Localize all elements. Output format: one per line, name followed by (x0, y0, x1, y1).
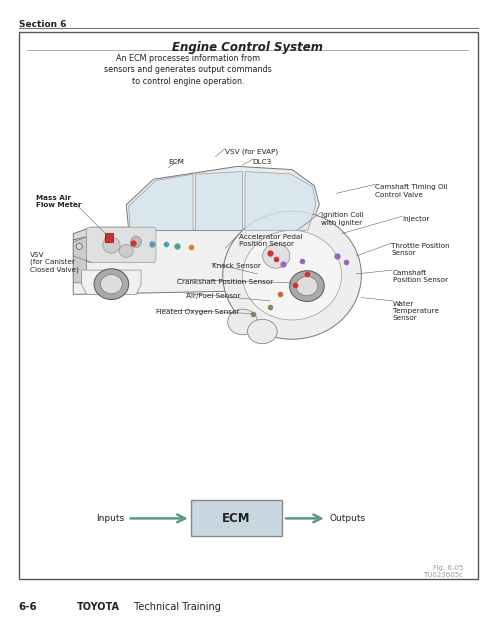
Text: ECM: ECM (168, 159, 184, 164)
Text: Crankshaft Position Sensor: Crankshaft Position Sensor (177, 279, 273, 285)
Polygon shape (73, 230, 337, 294)
Text: Camshaft
Position Sensor: Camshaft Position Sensor (393, 270, 447, 284)
Polygon shape (245, 172, 316, 230)
Ellipse shape (263, 244, 290, 268)
Polygon shape (129, 174, 193, 230)
Ellipse shape (223, 211, 361, 339)
Text: Section 6: Section 6 (19, 20, 66, 29)
FancyBboxPatch shape (191, 500, 282, 536)
Text: Mass Air
Flow Meter: Mass Air Flow Meter (36, 195, 81, 209)
Text: DLC3: DLC3 (252, 159, 272, 164)
Ellipse shape (228, 309, 257, 335)
Text: Accelerator Pedal
Position Sensor: Accelerator Pedal Position Sensor (239, 234, 302, 248)
Polygon shape (73, 227, 130, 240)
Polygon shape (82, 270, 141, 294)
Polygon shape (196, 172, 243, 230)
Polygon shape (277, 272, 337, 294)
Text: 6-6: 6-6 (19, 602, 38, 612)
Text: Inputs: Inputs (97, 514, 125, 523)
Ellipse shape (131, 236, 142, 248)
Ellipse shape (243, 230, 342, 320)
Text: Air/Fuel Sensor: Air/Fuel Sensor (186, 293, 240, 299)
Text: VSV
(for Canister
Closed Valve): VSV (for Canister Closed Valve) (30, 252, 79, 273)
Text: Engine Control System: Engine Control System (172, 41, 323, 54)
Text: Outputs: Outputs (329, 514, 365, 523)
FancyBboxPatch shape (87, 227, 156, 262)
Text: Heated Oxygen Sensor: Heated Oxygen Sensor (156, 309, 239, 315)
Ellipse shape (248, 319, 277, 344)
Ellipse shape (76, 243, 82, 250)
Text: Ignition Coil
with Igniter: Ignition Coil with Igniter (321, 212, 363, 226)
Ellipse shape (296, 276, 318, 296)
FancyBboxPatch shape (105, 233, 113, 242)
Text: Technical Training: Technical Training (131, 602, 221, 612)
Polygon shape (73, 237, 87, 283)
Text: Camshaft Timing Oil
Control Valve: Camshaft Timing Oil Control Valve (375, 184, 448, 198)
FancyBboxPatch shape (19, 32, 478, 579)
Text: TOYOTA: TOYOTA (77, 602, 120, 612)
Text: Throttle Position
Sensor: Throttle Position Sensor (391, 243, 449, 257)
Text: VSV (for EVAP): VSV (for EVAP) (225, 148, 278, 155)
Text: Knock Sensor: Knock Sensor (212, 263, 261, 269)
Polygon shape (126, 166, 319, 230)
Ellipse shape (290, 271, 324, 301)
Text: Fig. 6-05: Fig. 6-05 (433, 565, 463, 571)
Text: An ECM processes information from
sensors and generates output commands
to contr: An ECM processes information from sensor… (104, 54, 272, 86)
Text: ECM: ECM (222, 512, 250, 525)
Text: Injector: Injector (402, 216, 429, 222)
Text: Water
Temperature
Sensor: Water Temperature Sensor (393, 301, 439, 321)
Text: TU023605c: TU023605c (423, 572, 463, 577)
Ellipse shape (94, 269, 129, 300)
Ellipse shape (100, 275, 122, 294)
Ellipse shape (119, 244, 133, 257)
Ellipse shape (103, 237, 120, 253)
